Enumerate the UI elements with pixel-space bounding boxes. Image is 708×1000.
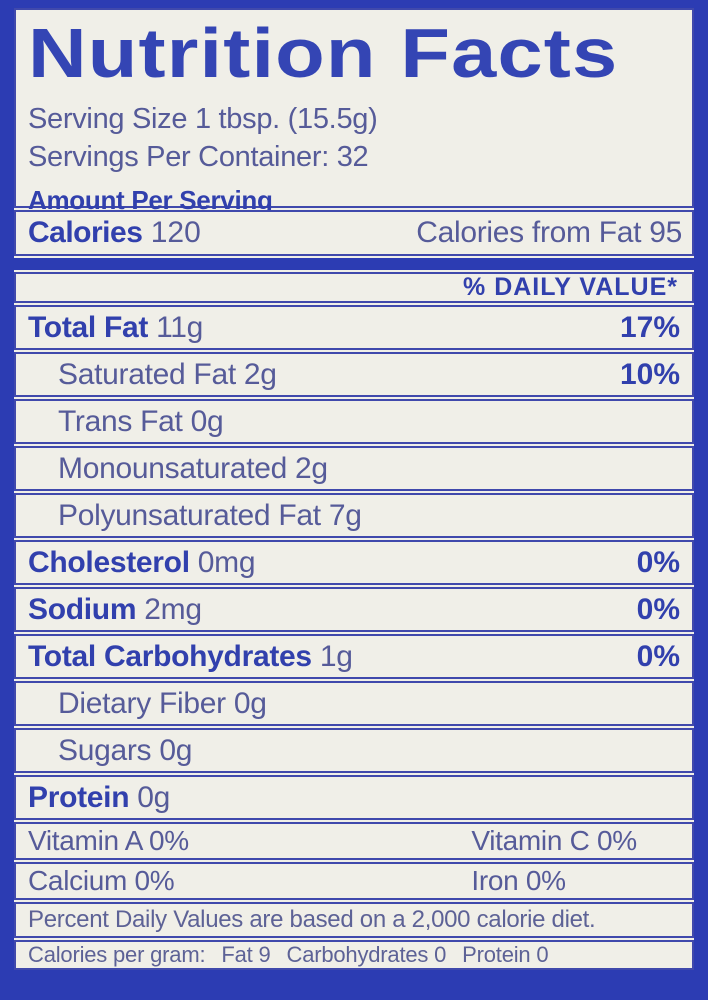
micro-row-minerals: Calcium 0% Iron 0% <box>14 862 694 900</box>
daily-value-percent: 10% <box>619 357 680 391</box>
calories-per-gram-fat: Fat 9 <box>221 942 271 967</box>
daily-value-footnote: Percent Daily Values are based on a 2,00… <box>14 902 694 938</box>
nutrient-row-trans-fat: Trans Fat 0g <box>14 399 694 444</box>
nutrient-row-cholesterol: Cholesterol 0mg 0% <box>14 540 694 585</box>
calcium-value: Calcium 0% <box>28 865 175 896</box>
label-title: Nutrition Facts <box>28 14 619 92</box>
calories-per-gram-carbs: Carbohydrates 0 <box>286 942 447 967</box>
calories-per-gram-row: Calories per gram: Fat 9 Carbohydrates 0… <box>14 940 694 970</box>
nutrient-row-saturated-fat: Saturated Fat 2g 10% <box>14 352 694 397</box>
vitamin-a-value: Vitamin A 0% <box>28 825 189 856</box>
daily-value-percent: 0% <box>636 639 680 673</box>
calories-row: Calories 120 Calories from Fat 95 <box>14 210 694 256</box>
nutrient-row-total-fat: Total Fat 11g 17% <box>14 305 694 350</box>
nutrient-row-sodium: Sodium 2mg 0% <box>14 587 694 632</box>
daily-value-percent: 0% <box>636 545 680 579</box>
nutrient-row-sugars: Sugars 0g <box>14 728 694 773</box>
amount-per-serving-heading: Amount Per Serving <box>28 184 273 215</box>
calories-per-gram-prefix: Calories per gram: <box>28 942 206 967</box>
nutrient-row-dietary-fiber: Dietary Fiber 0g <box>14 681 694 726</box>
nutrient-row-total-carbohydrates: Total Carbohydrates 1g 0% <box>14 634 694 679</box>
divider-band <box>14 258 694 270</box>
daily-value-percent: 0% <box>636 592 680 626</box>
iron-value: Iron 0% <box>471 865 566 896</box>
servings-per-container-line: Servings Per Container: 32 <box>28 141 369 174</box>
vitamin-c-value: Vitamin C 0% <box>471 825 637 856</box>
nutrition-label: Nutrition Facts Serving Size 1 tbsp. (15… <box>14 8 694 970</box>
serving-size-line: Serving Size 1 tbsp. (15.5g) <box>28 103 378 135</box>
calories-value: Calories 120 <box>28 216 201 249</box>
calories-per-gram-protein: Protein 0 <box>462 942 549 967</box>
nutrient-row-polyunsaturated: Polyunsaturated Fat 7g <box>14 493 694 538</box>
nutrient-row-monounsaturated: Monounsaturated 2g <box>14 446 694 491</box>
label-header-box: Nutrition Facts Serving Size 1 tbsp. (15… <box>14 8 694 215</box>
micro-row-vitamins: Vitamin A 0% Vitamin C 0% <box>14 822 694 860</box>
nutrient-row-protein: Protein 0g <box>14 775 694 820</box>
daily-value-header: % DAILY VALUE* <box>14 272 694 303</box>
calories-from-fat: Calories from Fat 95 <box>416 216 682 249</box>
daily-value-percent: 17% <box>619 310 680 344</box>
